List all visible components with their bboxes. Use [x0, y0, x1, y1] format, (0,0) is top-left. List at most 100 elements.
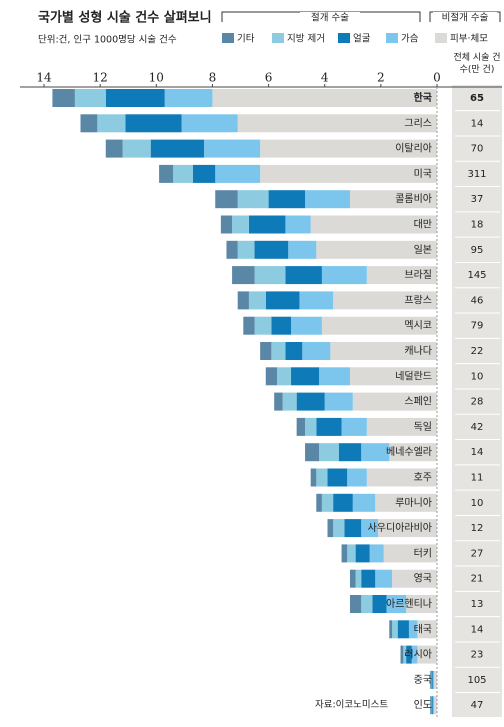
legend-label: 얼굴 — [353, 34, 371, 45]
bar-segment — [431, 696, 433, 715]
bar-segment — [372, 595, 387, 613]
bar-segment — [296, 392, 325, 411]
bar-segment — [122, 139, 151, 158]
bar-segment — [248, 215, 286, 234]
bar-segment — [338, 443, 362, 462]
category-label: 아르헨티나 — [386, 598, 432, 610]
bar-segment — [260, 164, 437, 183]
x-tick-label: 12 — [93, 71, 108, 85]
bar-segment — [181, 114, 238, 133]
bar-segment — [434, 670, 437, 689]
legend-swatch — [222, 33, 234, 43]
bar-segment — [432, 696, 435, 715]
total-value: 12 — [471, 523, 484, 534]
bar-segment — [192, 164, 216, 183]
category-label: 독일 — [414, 421, 432, 433]
bracket-gap — [300, 12, 360, 24]
bar-segment — [378, 519, 437, 538]
bar-segment — [105, 139, 123, 158]
bar-segment — [276, 367, 292, 386]
bar-segment — [285, 215, 311, 234]
total-value: 14 — [471, 118, 484, 129]
total-value: 70 — [471, 144, 484, 155]
bar-segment — [305, 417, 317, 436]
bar-segment — [406, 595, 437, 613]
bar-segment — [285, 342, 303, 360]
bar-segment — [434, 696, 437, 715]
bar-segment — [232, 266, 255, 285]
category-label: 태국 — [414, 623, 432, 635]
total-value: 13 — [471, 599, 484, 610]
bar-segment — [386, 595, 407, 613]
bar-segment — [392, 620, 398, 639]
bar-segment — [383, 544, 437, 563]
bar-segment — [429, 670, 431, 689]
bar-segment — [403, 645, 407, 664]
legend-swatch — [272, 33, 284, 43]
total-value: 21 — [471, 574, 484, 585]
bar-segment — [327, 519, 334, 538]
total-value: 14 — [471, 447, 484, 458]
bar-segment — [406, 645, 412, 664]
bar-segment — [254, 266, 286, 285]
bracket-gap — [433, 12, 497, 24]
total-value: 79 — [471, 321, 484, 332]
bar-segment — [80, 114, 98, 133]
legend-label: 피부·체모 — [450, 34, 488, 45]
bar-segment — [310, 215, 437, 234]
bar-segment — [243, 316, 255, 335]
legend-swatch — [435, 33, 447, 43]
category-label: 스페인 — [404, 396, 432, 408]
bar-segment — [260, 139, 437, 158]
category-label: 미국 — [414, 168, 432, 180]
bar-segment — [97, 114, 126, 133]
category-label: 영국 — [414, 573, 432, 585]
bar-segment — [355, 544, 370, 563]
bar-segment — [408, 620, 418, 639]
category-label: 인도 — [414, 699, 432, 711]
total-value: 145 — [467, 270, 486, 281]
bar-segment — [327, 468, 348, 487]
bar-segment — [105, 89, 165, 107]
total-value: 10 — [471, 498, 484, 509]
bar-segment — [319, 443, 339, 462]
bar-segment — [321, 493, 334, 512]
bar-segment — [344, 519, 362, 538]
bar-segment — [265, 367, 277, 386]
legend-group: 절개 수술 — [311, 12, 349, 24]
bar-segment — [392, 569, 437, 588]
category-label: 중국 — [414, 674, 432, 686]
bar-segment — [316, 240, 437, 259]
total-value: 65 — [470, 93, 484, 104]
total-value: 23 — [471, 650, 484, 661]
bar-segment — [355, 569, 362, 588]
legend-group: 비절개 수술 — [442, 12, 489, 24]
bar-segment — [237, 240, 255, 259]
bar-segment — [333, 493, 353, 512]
bar-segment — [349, 569, 356, 588]
bar-segment — [352, 392, 437, 411]
bar-segment — [333, 291, 437, 310]
bar-segment — [302, 342, 331, 360]
category-label: 프랑스 — [404, 294, 432, 306]
bar-segment — [333, 519, 345, 538]
bar-segment — [305, 190, 350, 209]
total-value: 11 — [471, 473, 484, 484]
bar-segment — [430, 670, 432, 689]
bar-segment — [310, 468, 317, 487]
bar-segment — [361, 595, 373, 613]
bar-segment — [260, 342, 272, 360]
total-value: 47 — [471, 700, 484, 711]
bar-segment — [330, 342, 437, 360]
bar-segment — [432, 670, 435, 689]
legend-swatch — [338, 33, 350, 43]
total-value: 95 — [471, 245, 484, 256]
x-tick-label: 10 — [149, 71, 164, 85]
bar-segment — [361, 569, 376, 588]
bar-segment — [268, 190, 306, 209]
bar-segment — [316, 417, 342, 436]
bar-segment — [375, 493, 437, 512]
category-label: 멕시코 — [404, 320, 432, 332]
bar-segment — [430, 696, 432, 715]
